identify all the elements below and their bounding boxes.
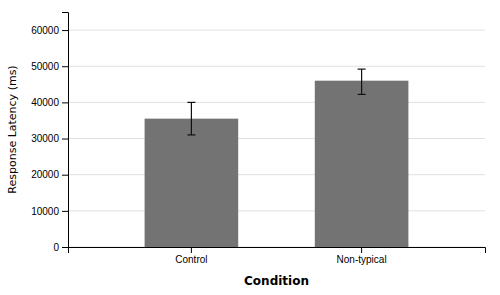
x-axis-title: Condition xyxy=(244,274,309,288)
plot: 0 10000 20000 30000 40000 50000 60000 Control No… xyxy=(31,13,485,266)
bar xyxy=(315,81,409,247)
x-axis-line xyxy=(69,248,486,254)
y-tick-label: 60000 xyxy=(31,25,59,36)
y-tick-label: 50000 xyxy=(31,61,59,72)
y-axis-title: Response Latency (ms) xyxy=(6,65,19,193)
y-tick: 10000 xyxy=(31,206,68,217)
x-tick-label: Control xyxy=(175,254,207,265)
grid-line xyxy=(68,102,485,103)
error-bar xyxy=(187,102,195,135)
grid-line xyxy=(68,138,485,139)
y-tick-label: 10000 xyxy=(31,206,59,217)
chart: 0 10000 20000 30000 40000 50000 60000 Control No… xyxy=(0,0,500,295)
grid-line xyxy=(68,30,485,31)
y-tick: 30000 xyxy=(31,133,68,144)
y-tick: 60000 xyxy=(31,25,68,36)
y-tick-mark xyxy=(62,66,68,67)
y-tick-label: 30000 xyxy=(31,133,59,144)
y-axis: 0 10000 20000 30000 40000 50000 60000 xyxy=(31,13,68,253)
y-tick: 40000 xyxy=(31,97,68,108)
error-bar-cap-upper xyxy=(358,69,366,70)
error-bar-stem xyxy=(191,102,192,135)
y-axis-line xyxy=(62,13,69,248)
error-bar xyxy=(358,69,366,94)
x-tick: Control xyxy=(175,247,207,265)
x-tick-mark xyxy=(191,247,192,253)
error-bar-cap-upper xyxy=(187,102,195,103)
y-tick-mark xyxy=(62,30,68,31)
error-bar-cap-lower xyxy=(358,94,366,95)
grid xyxy=(68,30,485,247)
y-tick: 20000 xyxy=(31,169,68,180)
error-bar-stem xyxy=(361,69,362,94)
y-tick-mark xyxy=(62,102,68,103)
grid-line xyxy=(68,66,485,67)
x-axis: Control Non-typical xyxy=(69,247,486,265)
x-tick-mark xyxy=(361,247,362,253)
y-tick: 0 xyxy=(53,242,68,253)
grid-line xyxy=(68,174,485,175)
x-tick: Non-typical xyxy=(337,247,387,265)
y-tick-label: 40000 xyxy=(31,97,59,108)
marks xyxy=(145,69,409,247)
y-tick-mark xyxy=(62,139,68,140)
error-bar-cap-lower xyxy=(187,134,195,135)
y-tick: 50000 xyxy=(31,61,68,72)
y-tick-mark xyxy=(62,175,68,176)
grid-line xyxy=(68,210,485,211)
y-tick-label: 0 xyxy=(53,242,59,253)
y-tick-label: 20000 xyxy=(31,169,59,180)
x-tick-label: Non-typical xyxy=(337,254,387,265)
y-tick-mark xyxy=(62,247,68,248)
y-tick-mark xyxy=(62,211,68,212)
bar xyxy=(145,119,239,247)
